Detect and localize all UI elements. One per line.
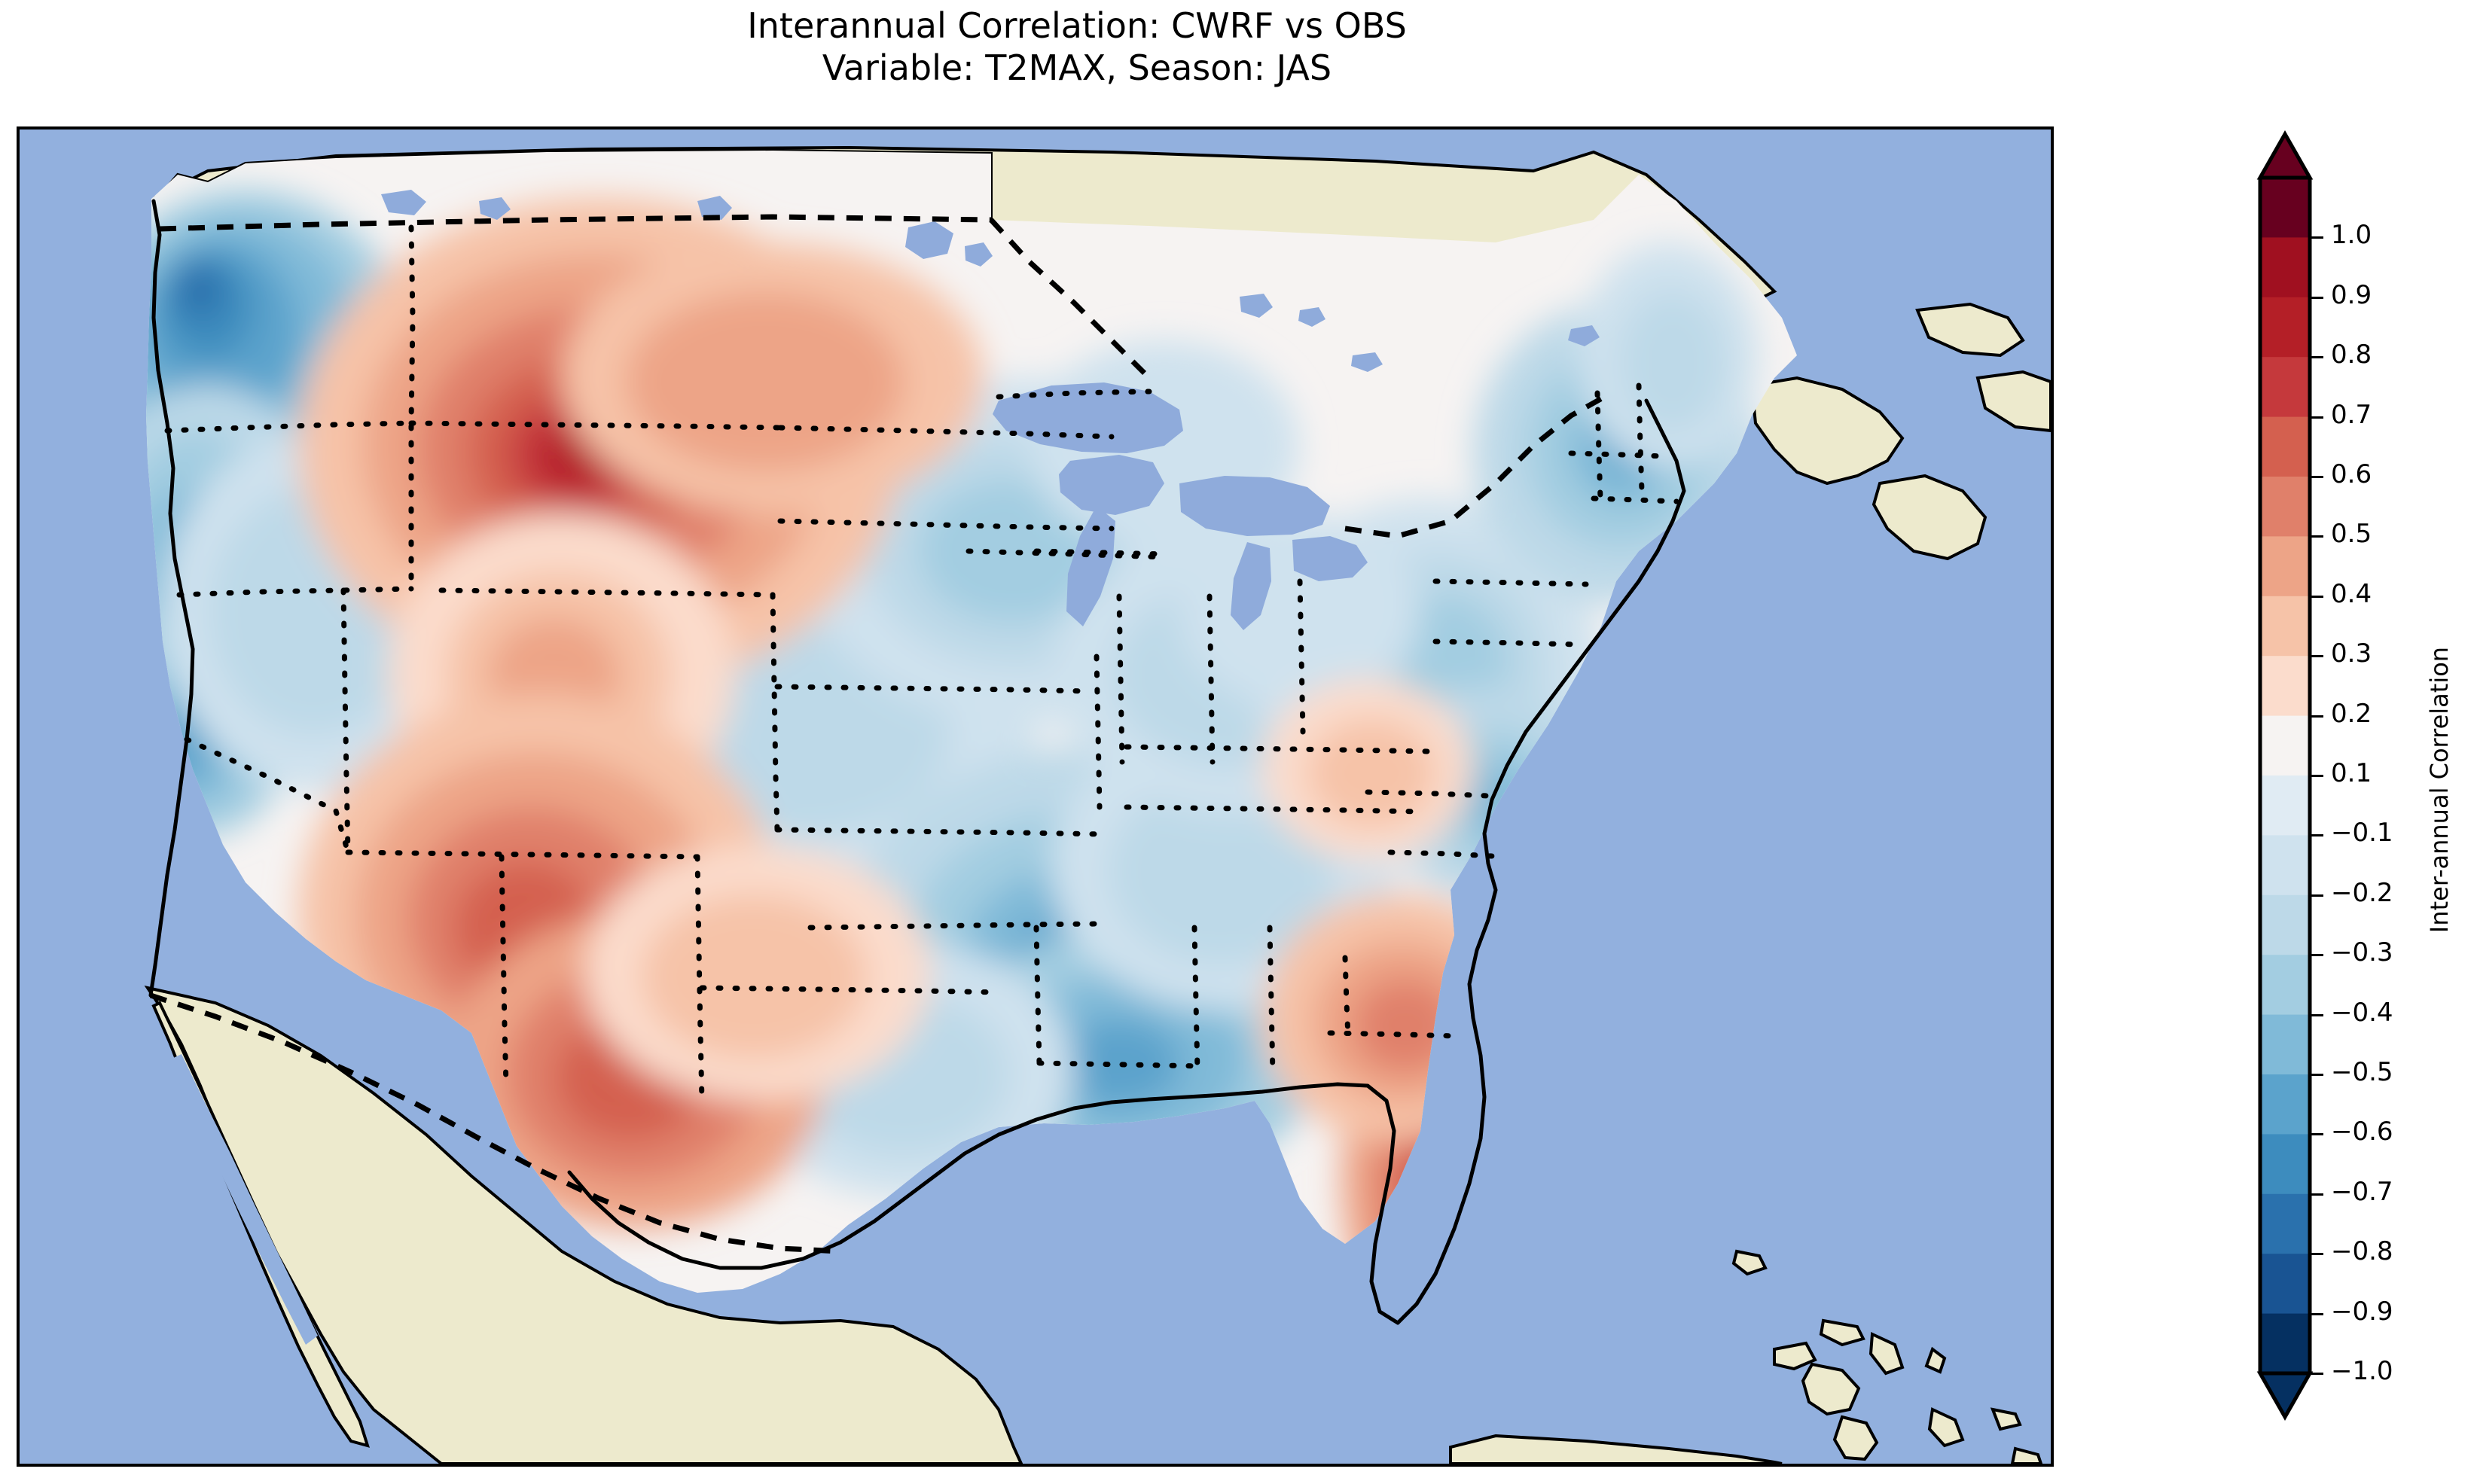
colorbar-band bbox=[2260, 416, 2310, 477]
colorbar-tick-mark bbox=[2311, 1013, 2323, 1016]
colorbar-band bbox=[2260, 656, 2310, 717]
colorbar-ticks: 1.0 0.9 0.8 0.7 0.6 0.5 0.4 0.3 0.2 0.1 −0.1 −0.2 −0… bbox=[2311, 128, 2424, 1423]
colorbar-band bbox=[2260, 178, 2310, 238]
colorbar-tick-label: −0.2 bbox=[2331, 877, 2393, 908]
colorbar-tick-label: −0.3 bbox=[2331, 937, 2393, 968]
colorbar-gradient bbox=[2256, 130, 2314, 1422]
national-border bbox=[149, 214, 1610, 1254]
colorbar-band bbox=[2260, 1134, 2310, 1195]
colorbar-tick-mark bbox=[2311, 595, 2323, 598]
colorbar-band bbox=[2260, 1193, 2310, 1254]
colorbar-band bbox=[2260, 297, 2310, 358]
title-line-2: Variable: T2MAX, Season: JAS bbox=[822, 47, 1332, 89]
colorbar-tick-label: 0.4 bbox=[2331, 578, 2372, 609]
colorbar-tick-mark bbox=[2311, 535, 2323, 538]
colorbar-tick-label: 0.6 bbox=[2331, 459, 2372, 489]
colorbar-tick-label: 0.5 bbox=[2331, 519, 2372, 550]
colorbar-tick-label: −0.1 bbox=[2331, 818, 2393, 849]
colorbar-tick-mark bbox=[2311, 655, 2323, 658]
colorbar-tick-mark bbox=[2311, 416, 2323, 419]
colorbar-tick-mark bbox=[2311, 296, 2323, 299]
colorbar-tick-label: 0.8 bbox=[2331, 340, 2372, 370]
colorbar-band bbox=[2260, 776, 2310, 836]
colorbar-tick-mark bbox=[2311, 1312, 2323, 1315]
colorbar-tick-mark bbox=[2311, 954, 2323, 957]
colorbar-extend-min bbox=[2256, 1371, 2314, 1422]
colorbar-tick-label: −0.4 bbox=[2331, 997, 2393, 1028]
colorbar-outline bbox=[2258, 178, 2312, 1373]
state-borders bbox=[164, 224, 1679, 1104]
colorbar-tick-label: 0.9 bbox=[2331, 279, 2372, 310]
colorbar-tick-mark bbox=[2311, 236, 2323, 239]
colorbar-band bbox=[2260, 477, 2310, 537]
colorbar-tick-label: −0.5 bbox=[2331, 1057, 2393, 1087]
colorbar-tick-label: −0.6 bbox=[2331, 1117, 2393, 1147]
figure-title: Interannual Correlation: CWRF vs OBS Var… bbox=[0, 5, 2154, 89]
colorbar-tick-label: −0.7 bbox=[2331, 1176, 2393, 1207]
colorbar-band bbox=[2260, 1254, 2310, 1315]
colorbar-tick-label: 0.3 bbox=[2331, 638, 2372, 669]
map-panel bbox=[17, 126, 2054, 1467]
colorbar-tick-label: 0.7 bbox=[2331, 399, 2372, 430]
colorbar-tick-mark bbox=[2311, 1373, 2323, 1375]
coastline bbox=[148, 199, 1686, 1325]
colorbar-band bbox=[2260, 1313, 2310, 1374]
colorbar-band bbox=[2260, 715, 2310, 776]
colorbar-band bbox=[2260, 894, 2310, 955]
colorbar-tick-mark bbox=[2311, 775, 2323, 777]
colorbar-tick-label: −0.9 bbox=[2331, 1296, 2393, 1327]
colorbar-band bbox=[2260, 357, 2310, 418]
colorbar: 1.0 0.9 0.8 0.7 0.6 0.5 0.4 0.3 0.2 0.1 −0.1 −0.2 −0… bbox=[2256, 128, 2474, 1423]
colorbar-tick-label: 0.1 bbox=[2331, 758, 2372, 788]
colorbar-band bbox=[2260, 1074, 2310, 1135]
colorbar-tick-mark bbox=[2311, 715, 2323, 718]
title-line-1: Interannual Correlation: CWRF vs OBS bbox=[747, 5, 1407, 46]
map-overlays bbox=[148, 190, 1686, 1345]
colorbar-band bbox=[2260, 955, 2310, 1016]
great-lakes bbox=[169, 190, 1600, 1345]
colorbar-band bbox=[2260, 835, 2310, 896]
colorbar-band bbox=[2260, 596, 2310, 657]
colorbar-axis-label: Inter-annual Correlation bbox=[2425, 646, 2454, 934]
colorbar-tick-mark bbox=[2311, 476, 2323, 478]
colorbar-extend-max bbox=[2256, 130, 2314, 180]
colorbar-band bbox=[2260, 536, 2310, 597]
colorbar-tick-label: −1.0 bbox=[2331, 1356, 2393, 1386]
colorbar-tick-mark bbox=[2311, 356, 2323, 359]
colorbar-tick-label: 0.2 bbox=[2331, 698, 2372, 729]
colorbar-tick-label: −0.8 bbox=[2331, 1236, 2393, 1267]
colorbar-tick-mark bbox=[2311, 1133, 2323, 1136]
colorbar-tick-mark bbox=[2311, 1074, 2323, 1076]
map-canvas bbox=[20, 130, 2051, 1464]
colorbar-tick-label: 1.0 bbox=[2331, 220, 2372, 251]
colorbar-band bbox=[2260, 1014, 2310, 1075]
colorbar-tick-mark bbox=[2311, 1193, 2323, 1196]
colorbar-tick-mark bbox=[2311, 834, 2323, 837]
colorbar-band bbox=[2260, 237, 2310, 298]
colorbar-tick-mark bbox=[2311, 894, 2323, 897]
colorbar-tick-mark bbox=[2311, 1253, 2323, 1256]
